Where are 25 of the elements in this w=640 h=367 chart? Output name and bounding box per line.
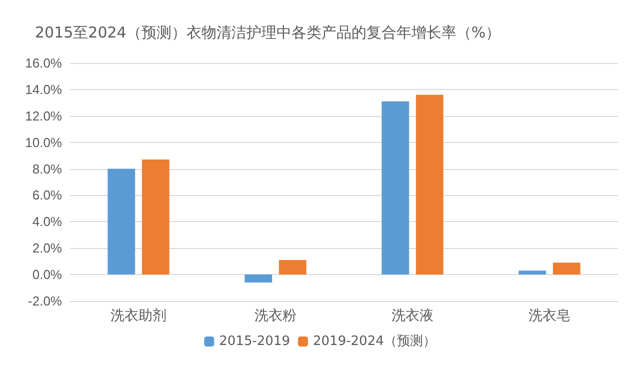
legend-label: 2019-2024（预测） xyxy=(313,334,436,349)
bar xyxy=(552,262,580,275)
y-tick-label: 0.0% xyxy=(32,267,62,282)
y-tick-label: 4.0% xyxy=(32,214,62,230)
chart-title: 2015至2024（预测）衣物清洁护理中各类产品的复合年增长率（%） xyxy=(35,24,501,42)
y-tick-label: 2.0% xyxy=(32,240,62,256)
bar xyxy=(244,274,272,282)
y-tick-label: -2.0% xyxy=(28,294,62,308)
bar xyxy=(416,94,444,275)
legend-label: 2015-2019 xyxy=(219,334,290,349)
bar xyxy=(382,101,410,275)
y-tick-label: 10.0% xyxy=(25,134,62,150)
bar xyxy=(142,160,170,275)
x-tick-label: 洗衣皂 xyxy=(528,308,570,324)
y-tick-label: 16.0% xyxy=(25,56,62,70)
y-tick-label: 14.0% xyxy=(25,82,62,97)
y-tick-label: 8.0% xyxy=(32,161,62,176)
x-tick-label: 洗衣粉 xyxy=(254,308,296,324)
y-tick-label: 12.0% xyxy=(25,108,62,124)
bar xyxy=(518,270,546,275)
x-tick-label: 洗衣液 xyxy=(392,308,434,324)
bar xyxy=(278,260,306,275)
y-tick-label: 6.0% xyxy=(32,188,62,203)
bar xyxy=(108,168,136,275)
x-tick-label: 洗衣助剂 xyxy=(110,308,166,324)
